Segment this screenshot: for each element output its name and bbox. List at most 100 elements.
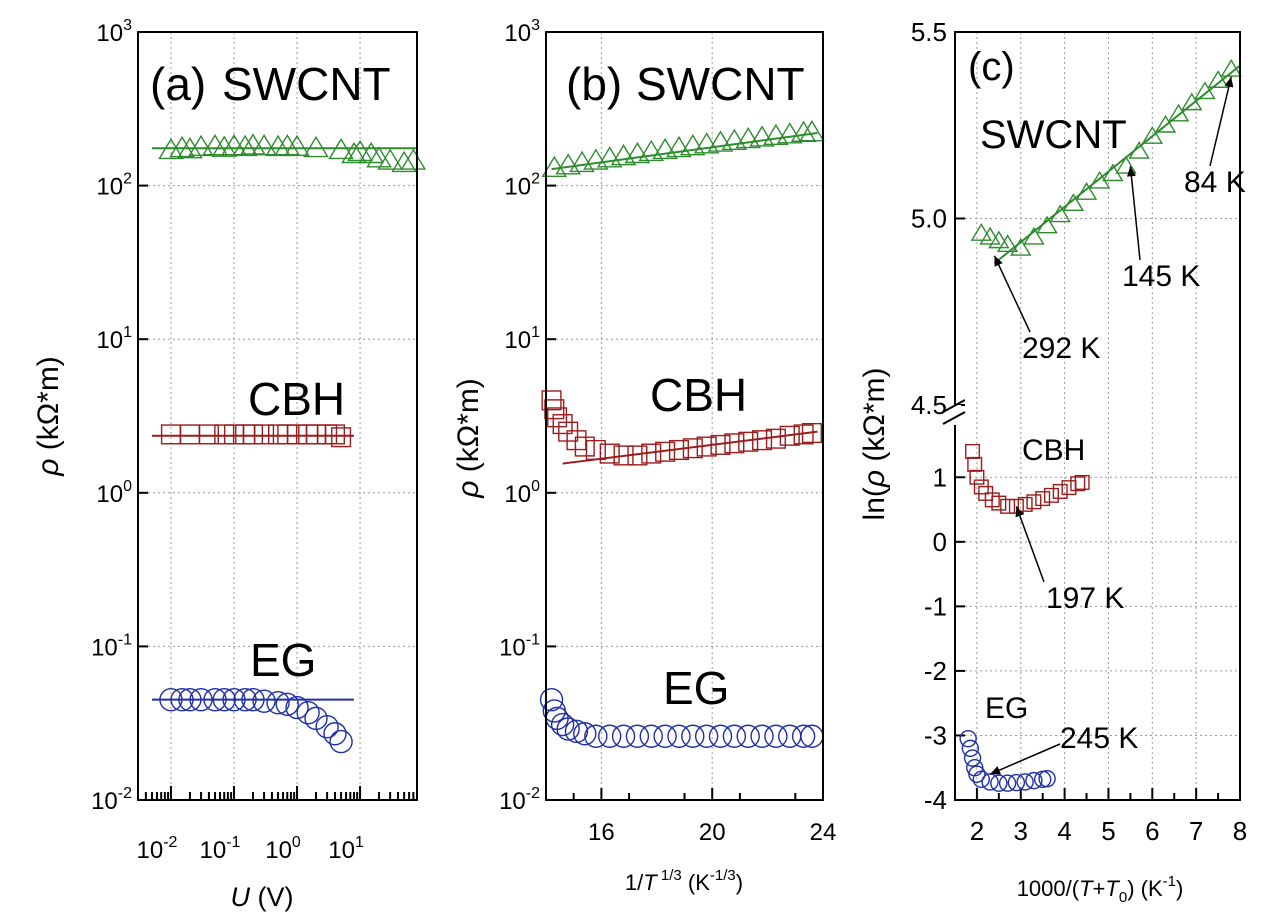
panel-a-eg-point xyxy=(329,729,353,754)
panel-c-axis-break-mark xyxy=(942,411,966,425)
panel-c-cbh-point xyxy=(1052,483,1068,499)
panel-a-eg-point xyxy=(323,722,347,746)
panel-a-swcnt-point xyxy=(400,148,427,170)
panel-b-cbh-point xyxy=(574,436,595,457)
panel-b-swcnt-point xyxy=(790,120,817,142)
panel-a-x-axis-label: U (V) xyxy=(231,882,294,912)
panel-a-series-swcnt xyxy=(151,133,427,173)
panel-a-swcnt-point xyxy=(284,134,310,157)
panel-c-y-tick-label: 5.5 xyxy=(911,17,947,47)
panel-c-series-label-swcnt: SWCNT xyxy=(980,113,1127,157)
panel-b-swcnt-point xyxy=(638,139,665,162)
panel-a-swcnt-point xyxy=(303,135,329,158)
panel-b-x-axis-label: 1/T 1/3 (K-1/3) xyxy=(625,867,743,895)
panel-c-swcnt-point xyxy=(996,234,1019,253)
panel-b-swcnt-point xyxy=(596,146,623,168)
panel-c-eg-point xyxy=(963,749,982,767)
panel-c-annotation-label: 292 K xyxy=(1022,332,1100,365)
panel-c-x-tick-label: 8 xyxy=(1233,816,1247,846)
panel-a-series-label-swcnt: SWCNT xyxy=(222,58,391,110)
panel-c-eg-point xyxy=(968,765,986,783)
panel-b-y-tick-label: 10-2 xyxy=(499,785,540,815)
panel-a-swcnt-point xyxy=(265,134,291,157)
panel-b-swcnt-point xyxy=(735,127,761,149)
panel-c-x-tick-label: 6 xyxy=(1145,816,1159,846)
panel-c-swcnt-fit-line xyxy=(993,64,1241,265)
panel-a-swcnt-point xyxy=(341,141,367,164)
panel-c-eg-point xyxy=(1016,773,1034,791)
panel-c-x-tick-label: 5 xyxy=(1101,816,1115,846)
panel-b-eg-point xyxy=(764,724,788,748)
panel-c-x-tick-label: 4 xyxy=(1057,816,1071,846)
panel-b-eg-point xyxy=(598,724,622,748)
panel-c-swcnt-point xyxy=(1181,92,1203,111)
panel-c-swcnt-point xyxy=(1036,215,1058,234)
panel-a-y-tick-label: 101 xyxy=(96,324,132,354)
panel-a-swcnt-point xyxy=(251,134,277,156)
panel-a-x-tick-label: 10-1 xyxy=(200,834,241,864)
panel-c-cbh-point xyxy=(965,443,981,459)
panel-c-annotation-label: 197 K xyxy=(1046,582,1124,615)
panel-a-cbh-point xyxy=(331,427,352,448)
panel-c-x-axis-label: 1000/(T+T0) (K-1) xyxy=(1017,873,1184,906)
panel-c-swcnt-point xyxy=(1128,140,1150,159)
panel-a-eg-point xyxy=(285,695,309,720)
panel-b-swcnt-point xyxy=(555,153,581,175)
panel-c-swcnt-point xyxy=(1115,155,1137,174)
panel-c-eg-point xyxy=(990,774,1008,792)
panel-c-swcnt-point xyxy=(1049,204,1071,223)
panel-c-cbh-point xyxy=(967,456,983,472)
panel-b-y-tick-label: 103 xyxy=(504,17,540,47)
panel-b-cbh-point xyxy=(552,414,573,435)
panel-a-y-tick-label: 100 xyxy=(96,478,132,508)
panel-c-label: (c) xyxy=(968,45,1015,89)
panel-c-cbh-point xyxy=(969,469,985,485)
panel-c-annotation-label: 84 K xyxy=(1184,166,1246,199)
panel-b-swcnt-point xyxy=(666,135,692,158)
panel-c-cbh-point xyxy=(1000,498,1016,514)
panel-b-swcnt-point xyxy=(583,148,609,170)
panel-b-cbh-fit-line xyxy=(562,430,818,465)
panel-c-cbh-point xyxy=(1026,494,1042,510)
panel-b-eg-point xyxy=(653,724,677,748)
panel-a-series-eg xyxy=(151,687,354,754)
panel-b-series-label-swcnt: SWCNT xyxy=(636,58,805,110)
panel-b-eg-point xyxy=(584,724,608,748)
panel-b-swcnt-point xyxy=(776,122,803,144)
panel-c-cbh-point xyxy=(1043,487,1059,503)
panel-c-series-swcnt xyxy=(970,58,1242,265)
panel-c-cbh-point xyxy=(1070,476,1086,492)
panel-b-cbh-point xyxy=(558,421,579,442)
panel-a-swcnt-point xyxy=(274,134,301,156)
panel-a-swcnt-point xyxy=(232,134,258,157)
panel-c-y-tick-label: -2 xyxy=(924,656,947,686)
panel-b-series-label-eg: EG xyxy=(663,662,729,714)
panel-a-eg-point xyxy=(275,692,299,716)
panel-b-swcnt-point xyxy=(652,137,678,160)
panel-a-y-axis-label: ρ (kΩ*m) xyxy=(32,356,65,477)
panel-b-eg-point xyxy=(791,724,816,748)
panel-b-y-tick-label: 100 xyxy=(504,478,540,508)
panel-b-eg-point xyxy=(722,724,747,748)
panel-c-annotation-arrow xyxy=(1015,506,1045,583)
panel-b-eg-point xyxy=(539,687,564,712)
panel-b-eg-point xyxy=(625,724,650,748)
panel-a-eg-point xyxy=(296,701,320,725)
panel-c-swcnt-point xyxy=(970,223,992,241)
panel-b-label: (b) xyxy=(566,58,622,110)
panel-c-swcnt-point xyxy=(1010,237,1032,256)
panel-b-y-tick-label: 101 xyxy=(504,324,540,354)
panel-c-annotation-arrowhead xyxy=(990,766,1002,775)
panel-c-x-tick-label: 3 xyxy=(1014,816,1028,846)
panel-a-cbh-point xyxy=(324,424,346,445)
panel-b-swcnt-point xyxy=(680,134,706,156)
panel-c-swcnt-point xyxy=(1062,193,1085,212)
panel-a-series-label-eg: EG xyxy=(250,634,316,686)
panel-b-series-label-cbh: CBH xyxy=(650,369,747,421)
panel-b-y-axis-label: ρ (kΩ*m) xyxy=(452,378,485,499)
panel-a-y-tick-label: 103 xyxy=(96,17,132,47)
panel-c-eg-point xyxy=(972,770,991,789)
panel-a-cbh-point xyxy=(298,424,319,445)
panel-c-swcnt-point xyxy=(1207,70,1229,88)
